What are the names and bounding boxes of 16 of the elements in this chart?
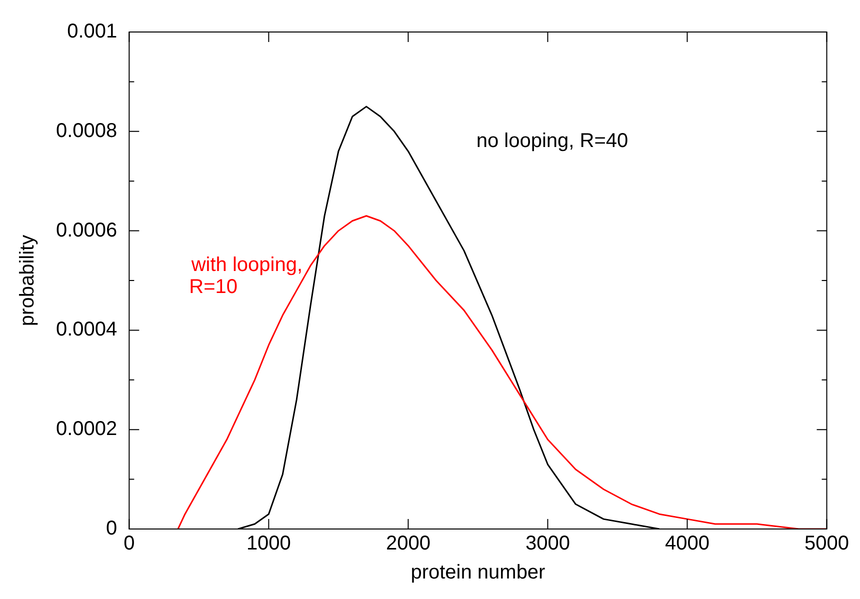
x-tick-label: 1000	[246, 532, 291, 555]
y-tick-label: 0.001	[67, 20, 118, 43]
y-axis-title: probability	[16, 234, 39, 326]
x-tick-label: 5000	[804, 532, 850, 555]
y-tick-label: 0.0002	[56, 418, 118, 440]
text: no looping, R=40	[476, 130, 628, 152]
y-tick-label: 0.0006	[56, 219, 118, 242]
x-tick-label: 2000	[386, 532, 430, 555]
x-tick-label: 3000	[525, 532, 570, 555]
x-tick-label: 4000	[664, 532, 710, 555]
y-tick-label: 0.0004	[56, 318, 118, 341]
x-tick-label: 0	[124, 532, 135, 555]
y-tick-label: 0	[106, 518, 118, 540]
series-label: with looping, R=10	[189, 254, 303, 298]
y-tick-label: 0.0008	[56, 120, 118, 142]
x-axis-title: protein number	[410, 562, 546, 584]
